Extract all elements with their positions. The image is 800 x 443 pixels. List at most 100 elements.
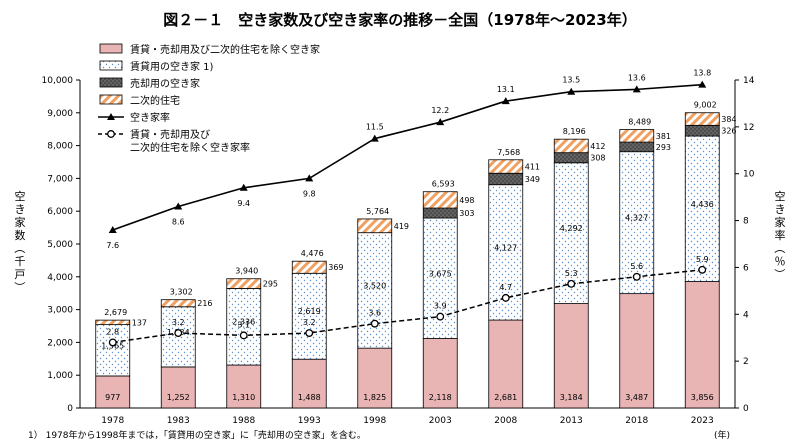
bar-label-secondary: 137: [132, 318, 147, 327]
label-vacancy-rate: 9.8: [303, 189, 316, 198]
bar-label-rental: 2,336: [232, 318, 255, 327]
label-vacancy-rate: 8.6: [172, 218, 185, 227]
bar-segment-rental: [226, 288, 262, 366]
bar-label-other: 3,856: [691, 393, 714, 402]
bar-segment-secondary: [684, 112, 720, 126]
x-tick-label: 1993: [298, 416, 321, 426]
x-tick-label: 2013: [560, 416, 583, 426]
bar-label-secondary: 384: [721, 115, 736, 124]
bar-label-rental: 4,292: [560, 224, 583, 233]
bar-label-secondary: 498: [459, 196, 474, 205]
point-other-rate: [698, 265, 707, 274]
point-other-rate: [501, 293, 510, 302]
bar-segment-secondary: [95, 319, 131, 326]
label-vacancy-rate: 7.6: [106, 241, 119, 250]
legend-label: 賃貸・売却用及び: [130, 128, 210, 141]
bar-segment-secondary: [226, 278, 262, 289]
label-other-rate: 2.8: [106, 327, 119, 336]
bar-segment-rental: [619, 151, 655, 295]
legend-label: 空き家率: [130, 111, 170, 124]
bar-total-label: 7,568: [497, 148, 520, 157]
label-other-rate: 3.1: [237, 320, 250, 329]
bar-segment-secondary: [160, 299, 196, 308]
point-other-rate: [632, 272, 641, 281]
y-tick-label: 1,000: [47, 371, 73, 381]
label-other-rate: 3.2: [303, 318, 316, 327]
axis-title-char: き: [15, 203, 26, 216]
legend-swatch: [99, 94, 123, 105]
chart-title: 図２－１ 空き家数及び空き家率の推移－全国（1978年～2023年）: [163, 11, 637, 29]
bar-label-other: 1,488: [298, 393, 321, 402]
x-tick-label: 2018: [625, 416, 648, 426]
label-other-rate: 4.7: [499, 283, 512, 292]
bar-segment-other: [95, 375, 131, 409]
label-other-rate: 3.9: [434, 302, 447, 311]
y-tick-label: 3,000: [47, 306, 73, 316]
y-tick-label: 10,000: [42, 76, 74, 86]
point-vacancy-rate: [501, 97, 510, 105]
legend-label: 二次的住宅を除く空き家率: [130, 141, 250, 154]
point-other-rate: [567, 279, 576, 288]
axis-title-char: 率: [775, 228, 786, 242]
bar-total-label: 8,489: [628, 118, 651, 127]
x-tick-label: 1988: [232, 416, 255, 426]
axis-title-char: 家: [15, 215, 26, 229]
axis-title-char: 戸: [15, 268, 26, 281]
point-vacancy-rate: [567, 87, 576, 95]
y2-tick-label: 2: [743, 357, 749, 367]
bar-label-other: 2,681: [494, 393, 517, 402]
y-axis-title: 空き家数（千戸）: [13, 189, 26, 293]
bar-segment-secondary: [357, 218, 393, 234]
point-other-rate: [305, 329, 314, 337]
axis-title-char: 家: [775, 215, 786, 229]
bar-label-sale: 308: [590, 154, 605, 163]
legend-swatch: [99, 77, 123, 88]
label-other-rate: 3.6: [368, 309, 381, 318]
point-vacancy-rate: [305, 174, 314, 182]
bar-label-other: 1,825: [363, 393, 386, 402]
label-vacancy-rate: 13.8: [693, 69, 711, 78]
label-vacancy-rate: 12.2: [431, 106, 449, 115]
x-unit-label: (年): [714, 429, 730, 441]
y-tick-label: 5,000: [47, 240, 73, 250]
y2-tick-label: 4: [743, 310, 749, 320]
bar-total-label: 3,940: [235, 267, 258, 276]
bar-total-label: 6,593: [432, 180, 455, 189]
bar-label-sale: 303: [459, 209, 474, 218]
bar-label-secondary: 295: [263, 280, 278, 289]
legend-label: 二次的住宅: [130, 94, 180, 107]
y-tick-label: 8,000: [47, 142, 73, 152]
axis-title-char: 数: [15, 229, 26, 242]
legend-label: 賃貸・売却用及び二次的住宅を除く空き家: [130, 43, 320, 56]
axis-title-char: き: [775, 203, 786, 216]
legend-label: 賃貸用の空き家 1): [130, 60, 214, 73]
bar-segment-rental: [684, 135, 720, 282]
footnote: 1） 1978年から1998年までは，「賃貸用の空き家」に「売却用の空き家」を含…: [28, 429, 366, 441]
point-vacancy-rate: [370, 134, 379, 142]
bar-segment-sale: [619, 141, 655, 153]
bar-total-label: 4,476: [301, 249, 324, 258]
bar-segment-other: [226, 364, 262, 409]
legend-swatch: [99, 60, 123, 71]
bar-label-rental: 3,520: [363, 281, 386, 290]
point-vacancy-rate: [436, 118, 445, 126]
bar-segment-sale: [422, 207, 458, 219]
bar-label-secondary: 381: [656, 132, 671, 141]
bar-label-rental: 4,436: [691, 200, 714, 209]
bar-segment-sale: [488, 172, 524, 186]
bar-segment-secondary: [422, 191, 458, 209]
legend-marker-circle: [107, 130, 115, 138]
label-vacancy-rate: 13.1: [497, 85, 515, 94]
label-vacancy-rate: 13.5: [562, 76, 580, 85]
y-tick-label: 0: [67, 404, 73, 414]
label-other-rate: 5.9: [696, 255, 709, 264]
y2-tick-label: 6: [743, 263, 749, 273]
bar-segment-sale: [684, 124, 720, 137]
legend-swatch: [99, 43, 123, 54]
bar-label-other: 3,184: [560, 393, 583, 402]
bar-segment-other: [357, 347, 393, 409]
bar-segment-other: [488, 319, 524, 409]
label-vacancy-rate: 13.6: [628, 73, 646, 82]
